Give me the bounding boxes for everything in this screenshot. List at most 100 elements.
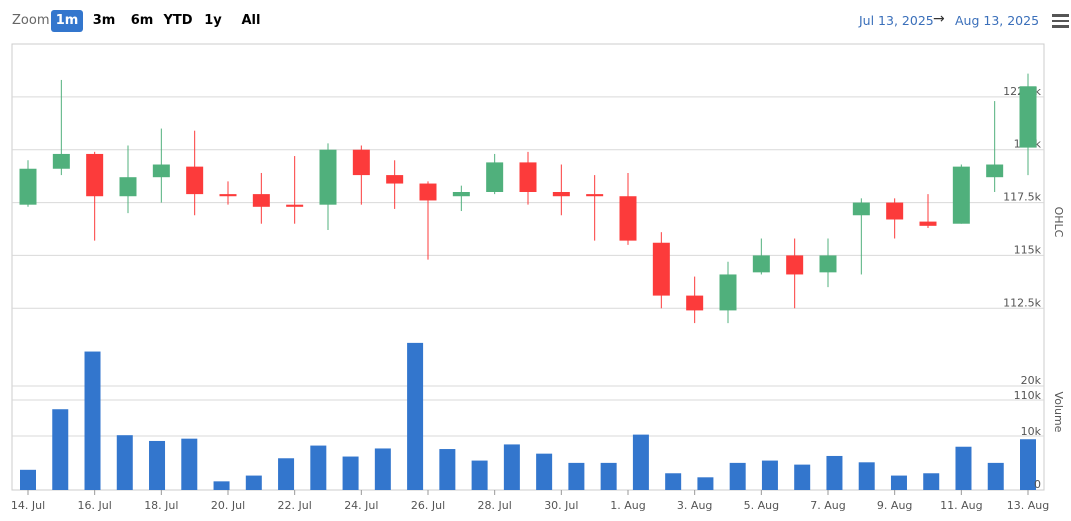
candle-body — [452, 192, 470, 197]
volume-bar — [213, 481, 230, 490]
volume-bar — [536, 453, 553, 490]
x-tick-label: 24. Jul — [344, 499, 378, 512]
candle-body — [952, 166, 970, 224]
x-tick-label: 7. Aug — [810, 499, 845, 512]
zoom-3m-button[interactable]: 3m — [92, 13, 116, 28]
volume-bar — [761, 460, 778, 490]
candle-body — [886, 202, 904, 220]
volume-bar — [890, 475, 907, 490]
candle-body — [652, 242, 670, 296]
navigator-tick-label: 110k — [1014, 389, 1042, 402]
volume-bar — [407, 342, 424, 490]
candle-body — [986, 164, 1004, 178]
candle-body — [752, 255, 770, 273]
candle-body — [686, 295, 704, 311]
candle-body — [386, 175, 404, 184]
volume-bar — [439, 449, 456, 490]
volume-bar — [632, 434, 649, 490]
volume-bar — [374, 448, 391, 490]
candle-body — [552, 192, 570, 197]
price-tick-label: 115k — [1014, 243, 1042, 256]
candle-body — [219, 194, 237, 197]
volume-bar — [503, 444, 520, 490]
volume-axis-title: Volume — [1052, 392, 1065, 433]
volume-bar — [794, 464, 811, 490]
candle-body — [1019, 86, 1037, 148]
volume-bar — [955, 446, 972, 490]
candle-body — [819, 255, 837, 273]
plot-frame — [11, 43, 1045, 491]
ohlc-axis-title: OHLC — [1052, 207, 1065, 238]
volume-bar — [52, 409, 69, 490]
x-tick-label: 5. Aug — [744, 499, 779, 512]
hamburger-menu-icon[interactable] — [1052, 14, 1069, 28]
x-tick-label: 22. Jul — [278, 499, 312, 512]
candle-body — [186, 166, 204, 195]
candle-body — [19, 168, 37, 205]
volume-bar — [20, 469, 36, 490]
volume-bar — [245, 475, 262, 490]
x-tick-label: 16. Jul — [78, 499, 112, 512]
volume-bar — [342, 456, 359, 490]
candle-body — [252, 194, 270, 207]
candle-body — [486, 162, 504, 192]
candle-body — [719, 274, 737, 311]
x-tick-label: 1. Aug — [610, 499, 645, 512]
range-to-date[interactable]: Aug 13, 2025 — [955, 13, 1040, 28]
volume-tick-label: 0 — [1034, 478, 1041, 491]
volume-bar — [84, 351, 101, 490]
candle-body — [519, 162, 537, 192]
x-tick-label: 28. Jul — [478, 499, 512, 512]
zoom-ytd-button[interactable]: YTD — [163, 13, 193, 28]
x-tick-label: 26. Jul — [411, 499, 445, 512]
volume-bar — [1020, 439, 1036, 490]
volume-bar — [278, 458, 295, 490]
x-tick-label: 14. Jul — [11, 499, 45, 512]
candle-body — [119, 177, 137, 197]
volume-bar — [116, 435, 133, 490]
volume-bar — [600, 462, 617, 490]
volume-bar — [858, 462, 875, 490]
candle-body — [852, 202, 870, 216]
volume-bar — [923, 473, 940, 490]
candle-body — [52, 153, 70, 169]
price-tick-label: 117.5k — [1003, 191, 1041, 204]
candle-body — [586, 194, 604, 197]
volume-bar — [471, 460, 488, 490]
candle-body — [152, 164, 170, 178]
volume-bar — [665, 473, 682, 490]
volume-tick-label: 20k — [1021, 374, 1042, 387]
volume-bar — [310, 445, 327, 490]
zoom-6m-button[interactable]: 6m — [130, 13, 154, 28]
volume-bar — [568, 462, 585, 490]
candle-body — [919, 221, 937, 226]
volume-bar — [149, 440, 166, 490]
candle-body — [619, 196, 637, 241]
volume-bar — [181, 438, 198, 490]
x-tick-label: 11. Aug — [940, 499, 982, 512]
range-from-date[interactable]: Jul 13, 2025 — [859, 13, 934, 28]
price-tick-label: 112.5k — [1003, 296, 1041, 309]
x-tick-label: 30. Jul — [544, 499, 578, 512]
candle-body — [286, 204, 304, 207]
zoom-1m-button[interactable]: 1m — [51, 10, 83, 32]
zoom-label: Zoom — [12, 13, 50, 28]
range-arrow: → — [933, 11, 945, 27]
volume-bar — [697, 477, 714, 490]
volume-bar — [729, 462, 746, 490]
zoom-1y-button[interactable]: 1y — [204, 13, 222, 28]
volume-bar — [987, 462, 1004, 490]
candle-body — [352, 149, 370, 176]
chart-toolbar: Zoom 1m 3m 6m YTD 1y All Jul 13, 2025 → … — [0, 0, 1071, 42]
x-tick-label: 20. Jul — [211, 499, 245, 512]
candle-body — [786, 255, 804, 275]
x-tick-label: 9. Aug — [877, 499, 912, 512]
candle-body — [86, 153, 104, 197]
x-tick-label: 13. Aug — [1007, 499, 1049, 512]
volume-tick-label: 10k — [1021, 425, 1042, 438]
candle-body — [319, 149, 337, 205]
x-tick-label: 18. Jul — [144, 499, 178, 512]
zoom-all-button[interactable]: All — [241, 13, 261, 28]
candle-body — [419, 183, 437, 201]
